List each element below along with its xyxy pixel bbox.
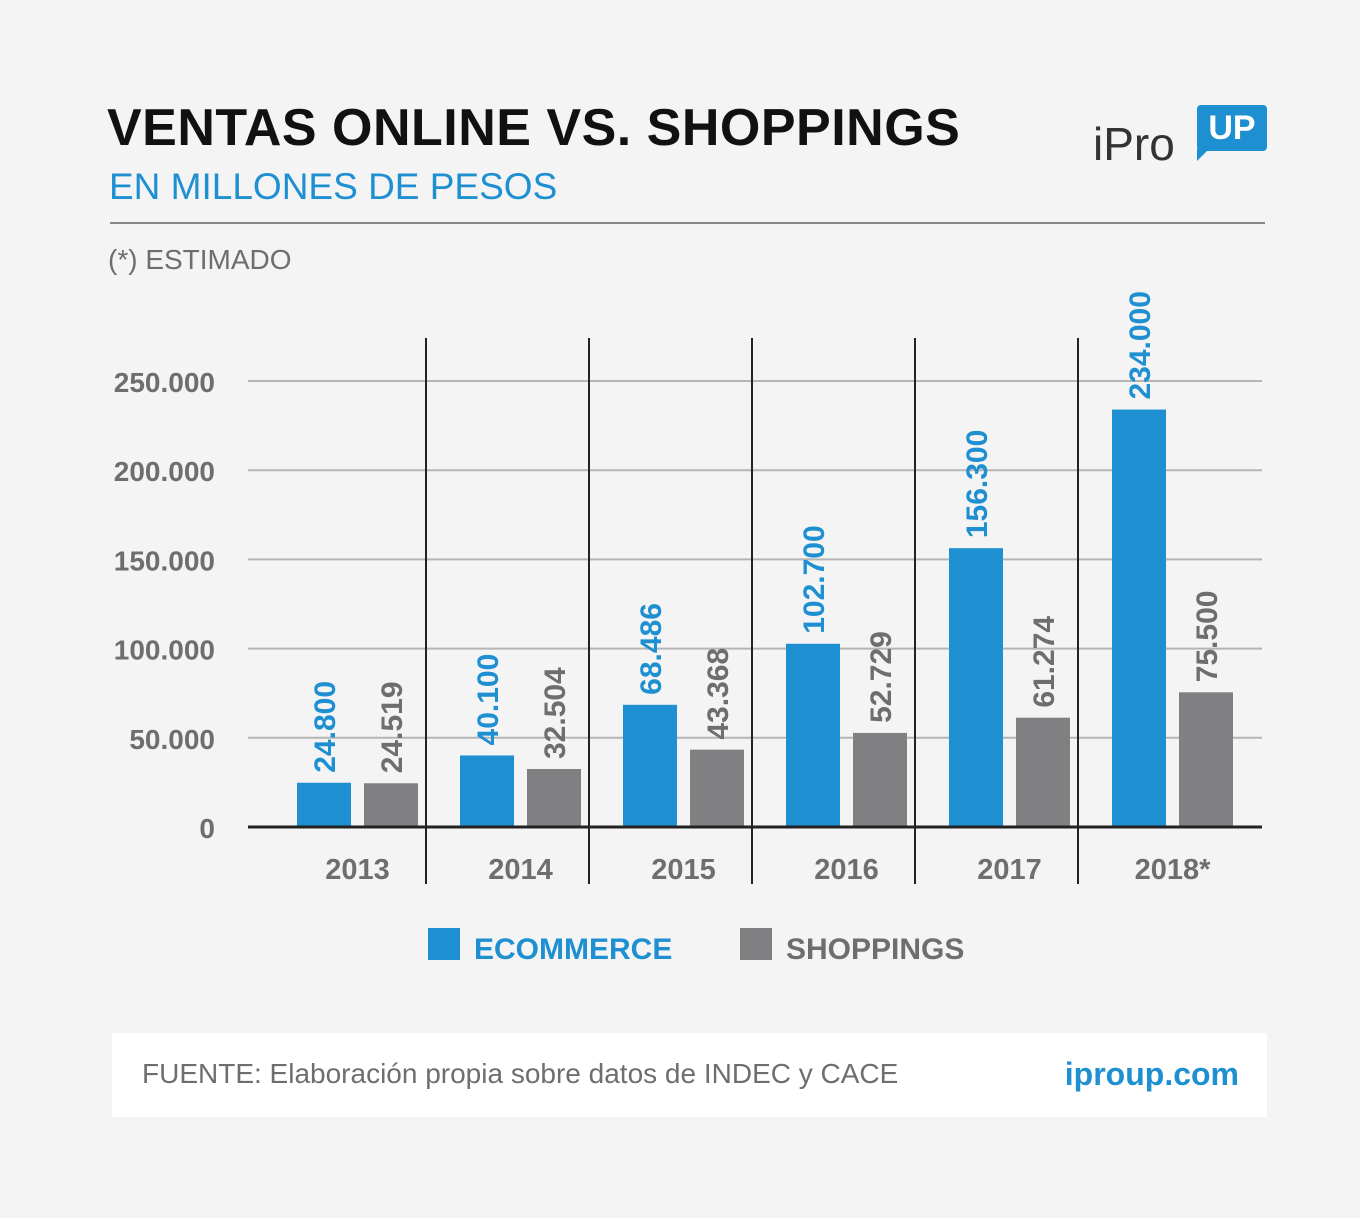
value-label-shoppings: 32.504 — [539, 667, 572, 759]
bar-chart: 0 50.000 100.000 150.000 200.000 250.000 24.80… — [114, 291, 1262, 886]
chart-title: VENTAS ONLINE VS. SHOPPINGS — [107, 99, 961, 157]
x-tick-label: 2013 — [325, 854, 390, 886]
y-tick-label: 0 — [199, 813, 215, 844]
legend-label-shoppings: SHOPPINGS — [786, 933, 965, 966]
x-tick-label: 2014 — [488, 854, 553, 886]
bar-ecommerce — [1112, 409, 1166, 827]
x-tick-label: 2016 — [814, 854, 879, 886]
x-tick-label: 2017 — [977, 854, 1042, 886]
value-label-shoppings: 24.519 — [376, 681, 409, 773]
bar-ecommerce — [623, 704, 677, 827]
value-label-ecommerce: 24.800 — [309, 681, 342, 773]
legend-swatch-ecommerce — [428, 928, 460, 960]
y-tick-label: 150.000 — [114, 545, 215, 576]
bar-shoppings — [1016, 717, 1070, 827]
legend-swatch-shoppings — [740, 928, 772, 960]
y-tick-label: 50.000 — [129, 724, 215, 755]
estimate-note: (*) ESTIMADO — [108, 244, 292, 275]
x-tick-label: 2015 — [651, 854, 716, 886]
value-label-ecommerce: 68.486 — [635, 603, 668, 695]
bar-ecommerce — [297, 782, 351, 827]
value-label-ecommerce: 156.300 — [961, 430, 994, 538]
bar-ecommerce — [786, 643, 840, 827]
header-divider — [110, 222, 1265, 224]
value-label-ecommerce: 102.700 — [798, 525, 831, 633]
value-label-shoppings: 52.729 — [865, 631, 898, 723]
x-tick-label: 2018* — [1135, 854, 1212, 886]
logo-badge: UP — [1197, 105, 1267, 151]
y-tick-label: 100.000 — [114, 635, 215, 666]
value-label-shoppings: 43.368 — [702, 648, 735, 740]
value-label-ecommerce: 234.000 — [1124, 291, 1157, 399]
bar-shoppings — [690, 749, 744, 827]
logo-badge-tail — [1197, 149, 1209, 161]
bar-shoppings — [1179, 692, 1233, 827]
value-label-shoppings: 75.500 — [1191, 591, 1224, 683]
logo-text: iPro — [1093, 118, 1175, 170]
value-label-shoppings: 61.274 — [1028, 616, 1061, 708]
value-label-ecommerce: 40.100 — [472, 654, 505, 746]
y-tick-label: 250.000 — [114, 367, 215, 398]
bar-ecommerce — [460, 755, 514, 827]
bar-shoppings — [527, 769, 581, 827]
legend-label-ecommerce: ECOMMERCE — [474, 933, 673, 966]
bar-shoppings — [364, 783, 418, 827]
site-link[interactable]: iproup.com — [1064, 1056, 1239, 1092]
chart-subtitle: EN MILLONES DE PESOS — [109, 166, 558, 207]
source-text: FUENTE: Elaboración propia sobre datos d… — [142, 1058, 899, 1089]
footer-box: FUENTE: Elaboración propia sobre datos d… — [112, 1033, 1267, 1117]
y-tick-label: 200.000 — [114, 456, 215, 487]
bar-ecommerce — [949, 548, 1003, 827]
bar-shoppings — [853, 732, 907, 827]
iproup-logo: iPro UP — [1093, 105, 1273, 175]
